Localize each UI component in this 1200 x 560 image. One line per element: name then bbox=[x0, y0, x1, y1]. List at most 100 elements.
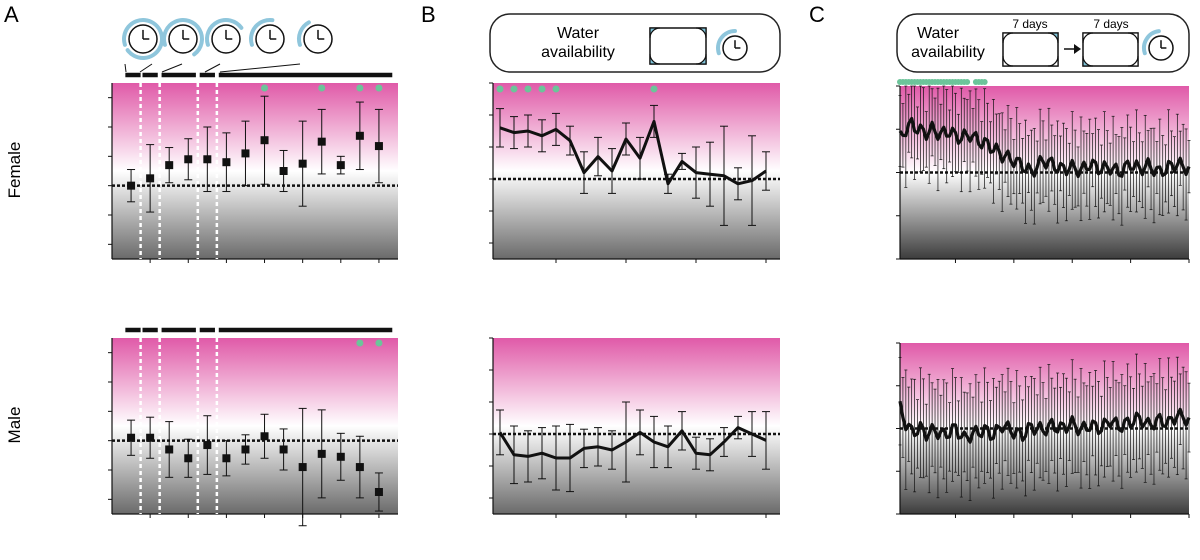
cage-corner bbox=[1002, 32, 1014, 44]
clock-availability-arc bbox=[162, 18, 204, 57]
clock-icon bbox=[716, 29, 748, 61]
data-point bbox=[336, 161, 345, 170]
data-point bbox=[241, 445, 250, 454]
data-point bbox=[165, 445, 174, 454]
clock-connector bbox=[161, 63, 183, 73]
data-point bbox=[279, 167, 288, 175]
clock-icon bbox=[122, 18, 164, 60]
plot-background bbox=[493, 338, 780, 514]
clock-availability-arc bbox=[205, 18, 244, 47]
significance-dot bbox=[524, 85, 532, 93]
data-point bbox=[127, 181, 136, 190]
plot-background bbox=[112, 83, 398, 259]
data-point bbox=[355, 463, 364, 472]
clock-icon bbox=[1142, 29, 1174, 61]
schematic-b-frame bbox=[489, 13, 781, 73]
data-point bbox=[298, 159, 307, 168]
significance-dot bbox=[375, 339, 383, 347]
cage-corner bbox=[695, 27, 707, 39]
schematic-c: Water availability 7 days 7 days bbox=[896, 13, 1190, 73]
chart-c-female bbox=[896, 79, 1191, 263]
cage-corner bbox=[1047, 55, 1059, 67]
clock-availability-arc bbox=[249, 18, 275, 47]
clock-availability-arc bbox=[1142, 29, 1161, 56]
panel-letter-b: B bbox=[421, 2, 436, 27]
significance-dot bbox=[981, 79, 988, 85]
significance-dot bbox=[318, 84, 326, 92]
cage-icon bbox=[649, 27, 707, 65]
series-line bbox=[498, 426, 767, 460]
series-line bbox=[898, 116, 1191, 179]
cage-outline bbox=[649, 27, 707, 65]
cage-corner bbox=[649, 27, 661, 39]
series-line bbox=[499, 119, 767, 186]
chart-b-male bbox=[489, 337, 780, 518]
cage-outline bbox=[1002, 32, 1059, 67]
plot-background bbox=[493, 83, 780, 259]
cage-icon-week2 bbox=[1082, 32, 1139, 67]
clock-icon bbox=[162, 18, 204, 57]
clock-availability-arc bbox=[716, 29, 737, 56]
clock-availability-arc bbox=[297, 20, 311, 47]
significance-dot bbox=[510, 85, 518, 93]
clock-icon bbox=[1142, 29, 1174, 61]
cage-corner bbox=[1127, 32, 1139, 44]
clock-connector bbox=[219, 63, 301, 73]
clock-icon bbox=[297, 20, 333, 54]
data-point bbox=[279, 445, 288, 454]
data-point bbox=[374, 488, 383, 496]
significance-dot bbox=[496, 85, 504, 93]
clock-icon bbox=[716, 29, 748, 61]
cage-outline bbox=[1082, 32, 1139, 67]
data-point bbox=[222, 454, 231, 463]
clock-connector bbox=[204, 63, 221, 73]
data-point bbox=[260, 136, 269, 145]
data-point bbox=[374, 142, 383, 151]
clock-connector bbox=[139, 63, 153, 73]
data-point bbox=[146, 174, 155, 183]
row-label-male: Male bbox=[5, 407, 24, 444]
significance-dot bbox=[552, 85, 560, 93]
data-point bbox=[336, 452, 345, 461]
significance-dot bbox=[356, 84, 364, 92]
data-point bbox=[241, 149, 250, 158]
data-point bbox=[203, 441, 212, 450]
cage-corner bbox=[649, 53, 661, 65]
clock-icon bbox=[249, 18, 285, 54]
schematic-c-line1: Water bbox=[917, 25, 960, 42]
data-point bbox=[203, 155, 212, 164]
row-label-female: Female bbox=[5, 142, 24, 199]
data-point bbox=[355, 131, 364, 140]
data-point bbox=[146, 433, 155, 442]
chart-c-male bbox=[896, 342, 1191, 518]
data-point bbox=[298, 463, 307, 472]
chart-a-male bbox=[108, 327, 398, 527]
panel-letter-a: A bbox=[4, 2, 19, 27]
significance-dot bbox=[538, 85, 546, 93]
cage-icon-week1 bbox=[1002, 32, 1059, 67]
chart-a-female bbox=[108, 63, 398, 263]
significance-dot bbox=[650, 85, 658, 93]
significance-dot bbox=[964, 79, 971, 85]
cage-corner bbox=[1047, 32, 1059, 44]
data-point bbox=[317, 137, 326, 146]
data-point bbox=[317, 449, 326, 458]
significance-dot bbox=[375, 84, 383, 92]
significance-dot bbox=[356, 339, 364, 347]
data-point bbox=[184, 155, 193, 164]
data-point bbox=[222, 158, 231, 167]
schematic-b-line1: Water bbox=[557, 25, 600, 42]
chart-b-female bbox=[489, 82, 780, 263]
schematic-c-days2: 7 days bbox=[1093, 17, 1128, 31]
data-point bbox=[184, 454, 193, 463]
data-point bbox=[127, 433, 136, 442]
series-line bbox=[898, 400, 1191, 444]
panel-letter-c: C bbox=[809, 2, 825, 27]
cage-corner bbox=[1082, 55, 1094, 67]
arrow-icon bbox=[1064, 44, 1081, 54]
schematic-c-line2: availability bbox=[911, 44, 985, 61]
schematic-c-days1: 7 days bbox=[1012, 17, 1047, 31]
data-point bbox=[165, 161, 174, 170]
clock-row bbox=[122, 18, 333, 60]
